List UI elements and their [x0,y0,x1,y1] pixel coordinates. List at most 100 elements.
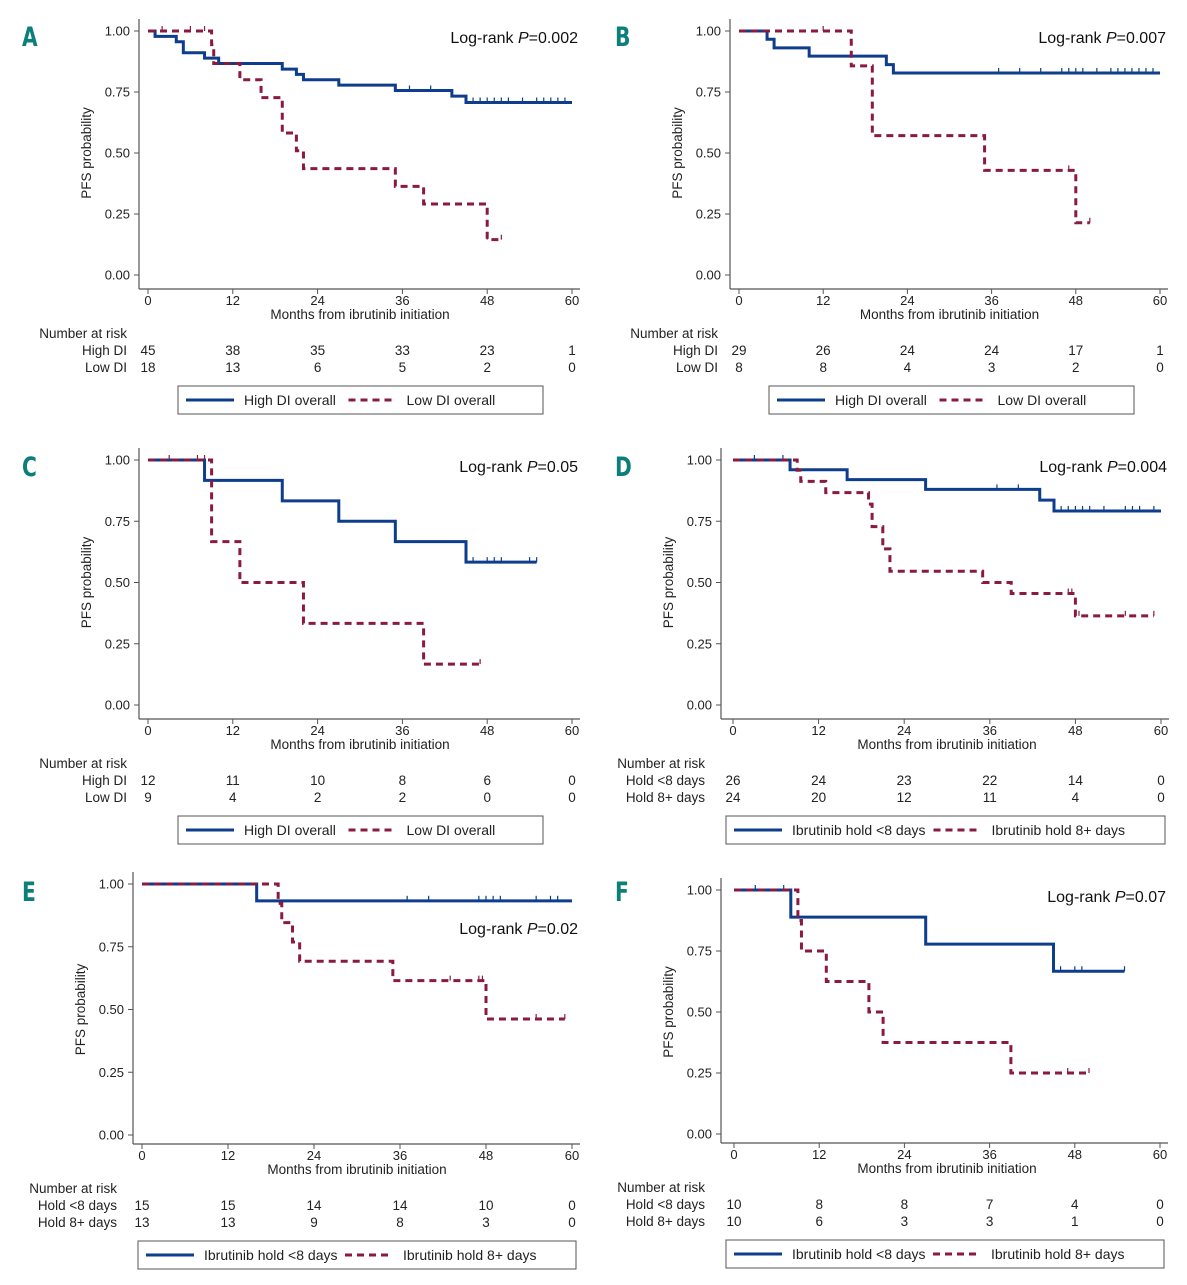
pvalue-annotation: Log-rank P=0.05 [459,459,578,476]
x-tick-label: 48 [479,1148,493,1163]
y-tick-label: 0.00 [99,1128,124,1143]
panel-c: C 0.00 0.25 0.50 0.75 1.00 0 12 24 36 48 60 Months … [0,430,593,860]
y-tick-label: 0.75 [99,939,124,954]
risk-value: 33 [395,343,410,358]
x-axis-title: Months from ibrutinib initiation [857,737,1036,752]
risk-value: 0 [1156,360,1164,375]
y-axis-title: PFS probability [661,966,676,1058]
y-tick-label: 0.75 [687,944,712,959]
x-tick-label: 24 [897,1147,911,1162]
panel-label: C [22,452,37,483]
risk-table-title: Number at risk [39,756,127,771]
pvalue-p: P [527,459,538,476]
legend-box [137,1240,577,1270]
risk-value: 17 [1068,343,1083,358]
risk-value: 10 [478,1198,493,1213]
x-axis-title: Months from ibrutinib initiation [857,1161,1036,1176]
y-tick-label: 1.00 [105,24,130,39]
pvalue-value: =0.05 [538,459,579,476]
pvalue-label: Log-rank [450,30,518,47]
y-tick-label: 0.50 [696,146,721,161]
y-tick-label: 0.75 [105,85,130,100]
pvalue-p: P [1115,889,1126,906]
x-tick-label: 36 [982,1147,996,1162]
y-tick-label: 1.00 [696,24,721,39]
y-tick-label: 0.25 [687,636,712,651]
curve-dashed-series [148,29,502,242]
risk-value: 8 [815,1197,823,1212]
risk-value: 10 [726,1197,741,1212]
risk-row-label: Hold 8+ days [626,790,705,805]
y-tick-label: 0.00 [105,268,130,283]
x-tick-label: 0 [735,293,742,308]
y-tick-label: 0.50 [105,146,130,161]
risk-value: 15 [134,1198,149,1213]
risk-row-label: High DI [673,343,718,358]
y-tick-label: 0.75 [105,514,130,529]
risk-value: 0 [1156,1197,1164,1212]
legend-label: Ibrutinib hold <8 days [792,1246,925,1262]
risk-value: 11 [226,773,240,788]
curve-solid-series [142,882,572,903]
risk-row-label: Hold <8 days [38,1198,117,1213]
risk-value: 0 [483,790,491,805]
x-tick-label: 60 [565,723,579,738]
risk-value: 26 [725,773,740,788]
risk-row-label: High DI [82,343,127,358]
risk-value: 10 [310,773,325,788]
risk-table-title: Number at risk [29,1181,117,1196]
risk-value: 24 [900,343,916,358]
panel-a: A 0.00 0.25 0.50 0.75 1.00 0 12 24 36 48 60 Months … [0,0,593,430]
y-tick-label: 1.00 [105,453,130,468]
risk-value: 20 [811,790,826,805]
y-axis-title: PFS probability [73,963,88,1055]
pvalue-annotation: Log-rank P=0.07 [1047,889,1166,906]
x-tick-label: 12 [812,1147,826,1162]
curve-dashed-series [142,882,565,1021]
x-tick-label: 24 [307,1148,321,1163]
legend-label: Low DI overall [998,392,1087,408]
risk-table-title: Number at risk [630,326,718,341]
risk-row-label: Low DI [85,360,127,375]
x-axis-title: Months from ibrutinib initiation [270,737,449,752]
y-tick-label: 0.75 [696,85,721,100]
x-tick-label: 36 [983,723,997,738]
legend-label: Low DI overall [407,822,496,838]
risk-value: 8 [396,1215,404,1230]
risk-value: 1 [1156,343,1164,358]
risk-value: 0 [568,773,576,788]
risk-value: 13 [225,360,240,375]
risk-value: 2 [399,790,407,805]
curve-solid-series [148,458,537,564]
risk-value: 45 [140,343,155,358]
risk-value: 3 [482,1215,490,1230]
risk-row-label: High DI [82,773,127,788]
risk-value: 14 [392,1198,408,1213]
x-tick-label: 48 [480,723,494,738]
legend-label: Ibrutinib hold 8+ days [992,822,1125,838]
panel-label: B [615,22,631,53]
y-tick-label: 0.50 [105,575,130,590]
panel-label: E [22,877,36,908]
x-tick-label: 60 [565,293,579,308]
risk-value: 8 [819,360,827,375]
pvalue-p: P [1107,459,1118,476]
risk-value: 13 [134,1215,149,1230]
risk-row-label: Hold <8 days [626,1197,705,1212]
pvalue-annotation: Log-rank P=0.02 [459,921,578,938]
curve-solid-series [734,888,1125,973]
y-tick-label: 0.25 [687,1066,712,1081]
pvalue-value: =0.02 [538,921,579,938]
risk-value: 4 [1071,1197,1079,1212]
x-tick-label: 60 [1154,723,1168,738]
x-tick-label: 0 [730,1147,737,1162]
x-tick-label: 36 [984,293,998,308]
pvalue-p: P [518,30,529,47]
risk-value: 24 [725,790,741,805]
y-tick-label: 0.00 [687,1127,712,1142]
risk-row-label: Hold <8 days [626,773,705,788]
risk-value: 1 [1071,1214,1079,1229]
y-tick-label: 0.50 [687,1005,712,1020]
risk-value: 0 [568,360,576,375]
pvalue-label: Log-rank [459,459,527,476]
